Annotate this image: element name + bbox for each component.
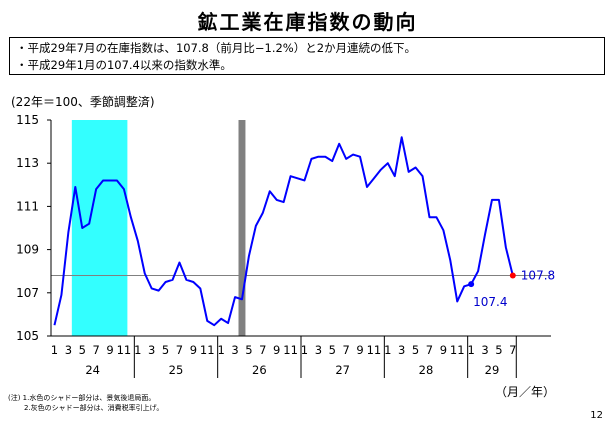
footnotes: (注) 1.水色のシャドー部分は、景気後退局面。 2.灰色のシャドー部分は、消費… — [8, 393, 163, 413]
series-line — [53, 136, 514, 327]
month-tick-label: 5 — [162, 343, 169, 357]
month-tick-label: 7 — [426, 343, 433, 357]
summary-bullet: ・平成29年7月の在庫指数は、107.8（前月比−1.2%）と2か月連続の低下。 — [16, 41, 417, 55]
year-label: 27 — [335, 363, 350, 377]
month-tick-label: 9 — [190, 343, 197, 357]
month-tick-label: 5 — [495, 343, 502, 357]
month-tick-label: 3 — [398, 343, 405, 357]
annotation-label: 107.4 — [473, 295, 507, 309]
annotation-point — [509, 272, 516, 279]
year-label: 28 — [419, 363, 434, 377]
summary-bullet: ・平成29年1月の107.4以来の指数水準。 — [16, 58, 232, 72]
y-tick-label: 115 — [16, 113, 39, 127]
month-tick-label: 5 — [245, 343, 252, 357]
page-number: 12 — [590, 410, 603, 421]
month-tick-label: 7 — [342, 343, 349, 357]
y-tick-label: 109 — [16, 243, 39, 257]
y-tick-label: 111 — [16, 199, 39, 213]
month-tick-label: 1 — [134, 343, 141, 357]
y-tick-label: 107 — [16, 286, 39, 300]
month-tick-label: 3 — [481, 343, 488, 357]
x-axis-label: （月／年） — [495, 385, 555, 399]
month-tick-label: 1 — [384, 343, 391, 357]
recession-shade — [71, 120, 128, 336]
month-tick-label: 7 — [176, 343, 183, 357]
month-tick-label: 3 — [231, 343, 238, 357]
month-tick-label: 9 — [273, 343, 280, 357]
month-tick-label: 7 — [509, 343, 516, 357]
year-label: 26 — [252, 363, 267, 377]
month-tick-label: 1 — [51, 343, 58, 357]
month-tick-label: 5 — [329, 343, 336, 357]
month-tick-label: 9 — [440, 343, 447, 357]
annotation-label: 107.8 — [521, 269, 555, 283]
footnote: 2.灰色のシャドー部分は、消費税率引上げ。 — [24, 404, 164, 412]
month-tick-label: 11 — [450, 343, 465, 357]
year-label: 25 — [169, 363, 184, 377]
month-tick-label: 9 — [356, 343, 363, 357]
month-tick-label: 3 — [148, 343, 155, 357]
unit-note: (22年＝100、季節調整済) — [11, 95, 155, 109]
month-tick-label: 5 — [412, 343, 419, 357]
month-tick-label: 11 — [117, 343, 132, 357]
month-tick-label: 5 — [79, 343, 86, 357]
month-tick-label: 3 — [315, 343, 322, 357]
month-tick-label: 11 — [200, 343, 215, 357]
month-tick-label: 7 — [92, 343, 99, 357]
y-tick-label: 113 — [16, 156, 39, 170]
month-tick-label: 9 — [106, 343, 113, 357]
tax-hike-shade — [238, 120, 246, 336]
month-tick-label: 1 — [467, 343, 474, 357]
month-tick-label: 1 — [301, 343, 308, 357]
footnote: (注) 1.水色のシャドー部分は、景気後退局面。 — [8, 394, 156, 402]
year-label: 29 — [485, 363, 500, 377]
month-tick-label: 1 — [217, 343, 224, 357]
summary-box: ・平成29年7月の在庫指数は、107.8（前月比−1.2%）と2か月連続の低下。… — [9, 37, 605, 75]
y-tick-label: 105 — [16, 329, 39, 343]
page-title: 鉱工業在庫指数の動向 — [197, 10, 418, 34]
month-tick-label: 11 — [283, 343, 298, 357]
month-tick-label: 3 — [65, 343, 72, 357]
month-tick-label: 7 — [259, 343, 266, 357]
annotation-point — [468, 281, 475, 288]
month-tick-label: 11 — [367, 343, 382, 357]
year-label: 24 — [85, 363, 100, 377]
